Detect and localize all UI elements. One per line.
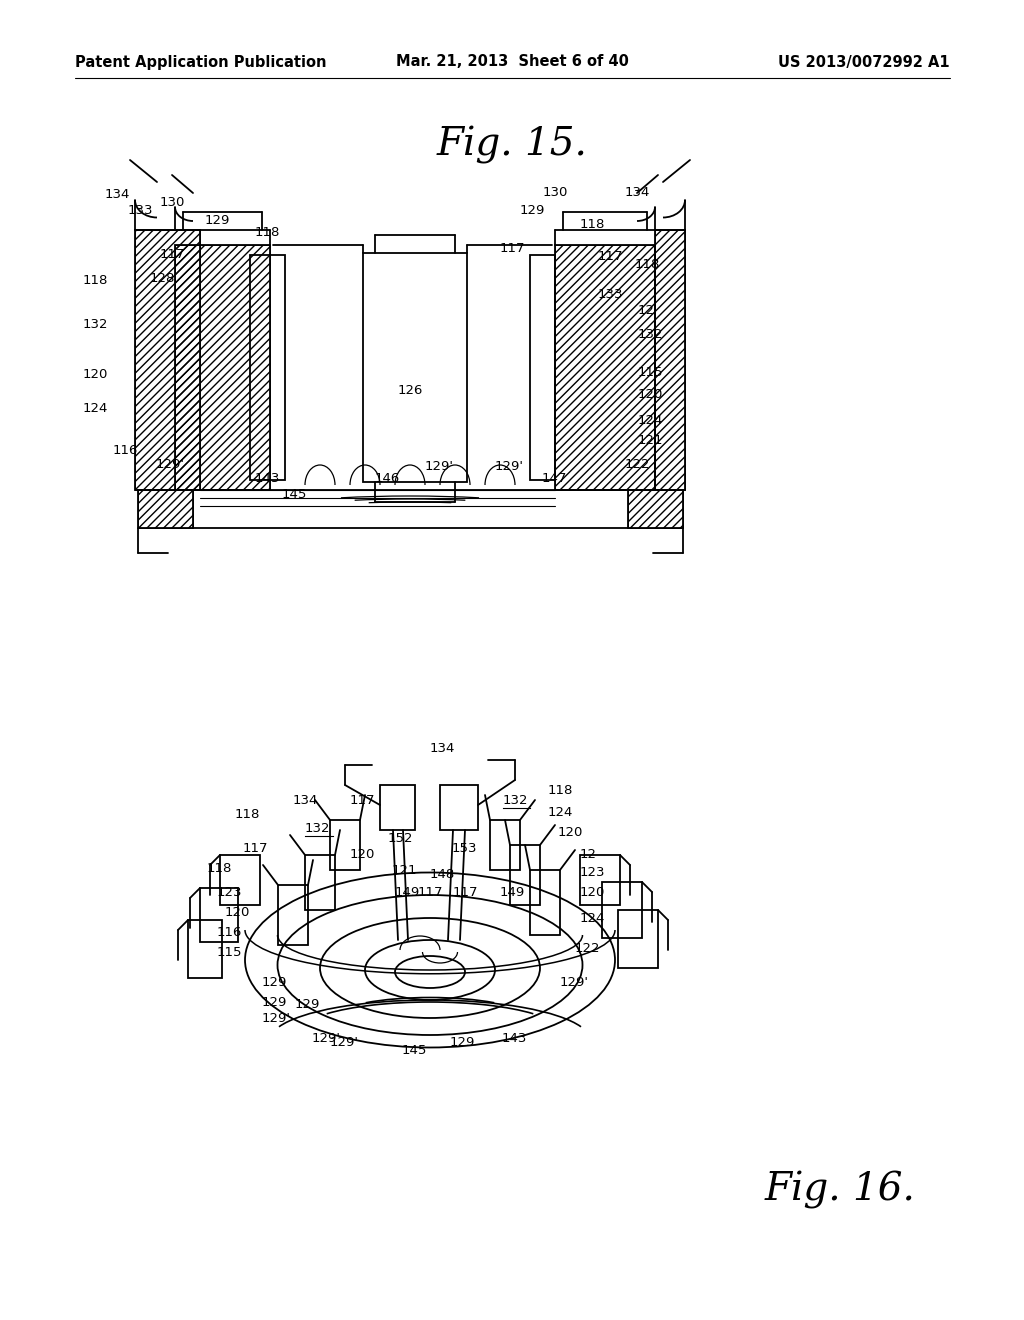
Text: 122: 122 xyxy=(625,458,650,471)
Text: 129: 129 xyxy=(450,1035,475,1048)
Text: 129': 129' xyxy=(495,459,524,473)
Text: 132: 132 xyxy=(638,329,664,342)
Text: 12: 12 xyxy=(580,849,597,862)
Text: 118: 118 xyxy=(580,218,605,231)
Text: 133: 133 xyxy=(598,289,624,301)
Text: 118: 118 xyxy=(207,862,232,874)
Text: Mar. 21, 2013  Sheet 6 of 40: Mar. 21, 2013 Sheet 6 of 40 xyxy=(395,54,629,70)
Text: 120: 120 xyxy=(638,388,664,401)
Text: 146: 146 xyxy=(375,471,400,484)
Text: 129': 129' xyxy=(262,1011,291,1024)
Text: 133: 133 xyxy=(128,203,153,216)
Text: 124: 124 xyxy=(548,805,573,818)
Text: 120: 120 xyxy=(224,906,250,919)
Text: 149: 149 xyxy=(500,886,525,899)
Text: 128: 128 xyxy=(150,272,175,285)
Text: 152: 152 xyxy=(388,832,414,845)
Text: 129': 129' xyxy=(330,1035,359,1048)
Text: 129: 129 xyxy=(520,203,546,216)
Text: Fig. 15.: Fig. 15. xyxy=(436,125,588,164)
Text: 132: 132 xyxy=(83,318,108,331)
Text: Fig. 16.: Fig. 16. xyxy=(765,1171,915,1209)
Text: 134: 134 xyxy=(293,793,318,807)
Text: 147: 147 xyxy=(542,471,567,484)
Text: 12: 12 xyxy=(638,304,655,317)
Text: 117: 117 xyxy=(160,248,185,261)
Text: 118: 118 xyxy=(635,259,660,272)
Text: 149: 149 xyxy=(395,886,420,899)
Text: 117: 117 xyxy=(349,793,375,807)
Text: 148: 148 xyxy=(430,869,456,882)
Text: 120: 120 xyxy=(83,368,108,381)
Text: 124: 124 xyxy=(638,413,664,426)
Text: 130: 130 xyxy=(543,186,568,198)
Text: 129': 129' xyxy=(425,459,454,473)
Text: 126: 126 xyxy=(397,384,423,396)
Text: 143: 143 xyxy=(255,471,281,484)
Text: 117: 117 xyxy=(453,886,478,899)
Text: 116: 116 xyxy=(113,444,138,457)
Text: 121: 121 xyxy=(392,863,418,876)
Text: 118: 118 xyxy=(83,273,108,286)
Text: 120: 120 xyxy=(350,849,376,862)
Text: 117: 117 xyxy=(243,842,268,854)
Text: 116: 116 xyxy=(217,925,242,939)
Text: 120: 120 xyxy=(558,825,584,838)
Text: 134: 134 xyxy=(104,189,130,202)
Text: 121: 121 xyxy=(638,433,664,446)
Text: 129': 129' xyxy=(560,975,589,989)
Text: 129': 129' xyxy=(312,1031,341,1044)
Text: 124: 124 xyxy=(83,401,108,414)
Text: 134: 134 xyxy=(625,186,650,198)
Text: Patent Application Publication: Patent Application Publication xyxy=(75,54,327,70)
Text: 145: 145 xyxy=(282,488,307,502)
Text: 129: 129 xyxy=(205,214,230,227)
Text: 115: 115 xyxy=(638,366,664,379)
Text: 117: 117 xyxy=(418,886,443,899)
Text: 129: 129 xyxy=(262,995,288,1008)
Text: 123: 123 xyxy=(216,886,242,899)
Text: 129: 129 xyxy=(295,998,321,1011)
Text: 123: 123 xyxy=(580,866,605,879)
Text: 130: 130 xyxy=(160,195,185,209)
Text: 129: 129 xyxy=(262,975,288,989)
Text: 115: 115 xyxy=(216,945,242,958)
Text: 132: 132 xyxy=(503,793,528,807)
Text: 122: 122 xyxy=(575,941,600,954)
Text: 118: 118 xyxy=(234,808,260,821)
Text: 145: 145 xyxy=(402,1044,427,1056)
Text: 120: 120 xyxy=(580,887,605,899)
Text: 134: 134 xyxy=(430,742,456,755)
Text: US 2013/0072992 A1: US 2013/0072992 A1 xyxy=(778,54,950,70)
Text: 124: 124 xyxy=(580,912,605,924)
Text: 118: 118 xyxy=(255,226,280,239)
Text: 153: 153 xyxy=(452,842,477,854)
Text: 118: 118 xyxy=(548,784,573,796)
Text: 132: 132 xyxy=(304,821,330,834)
Text: 143: 143 xyxy=(502,1031,527,1044)
Text: 117: 117 xyxy=(598,249,624,263)
Text: 117: 117 xyxy=(500,242,525,255)
Text: 129': 129' xyxy=(156,458,185,471)
